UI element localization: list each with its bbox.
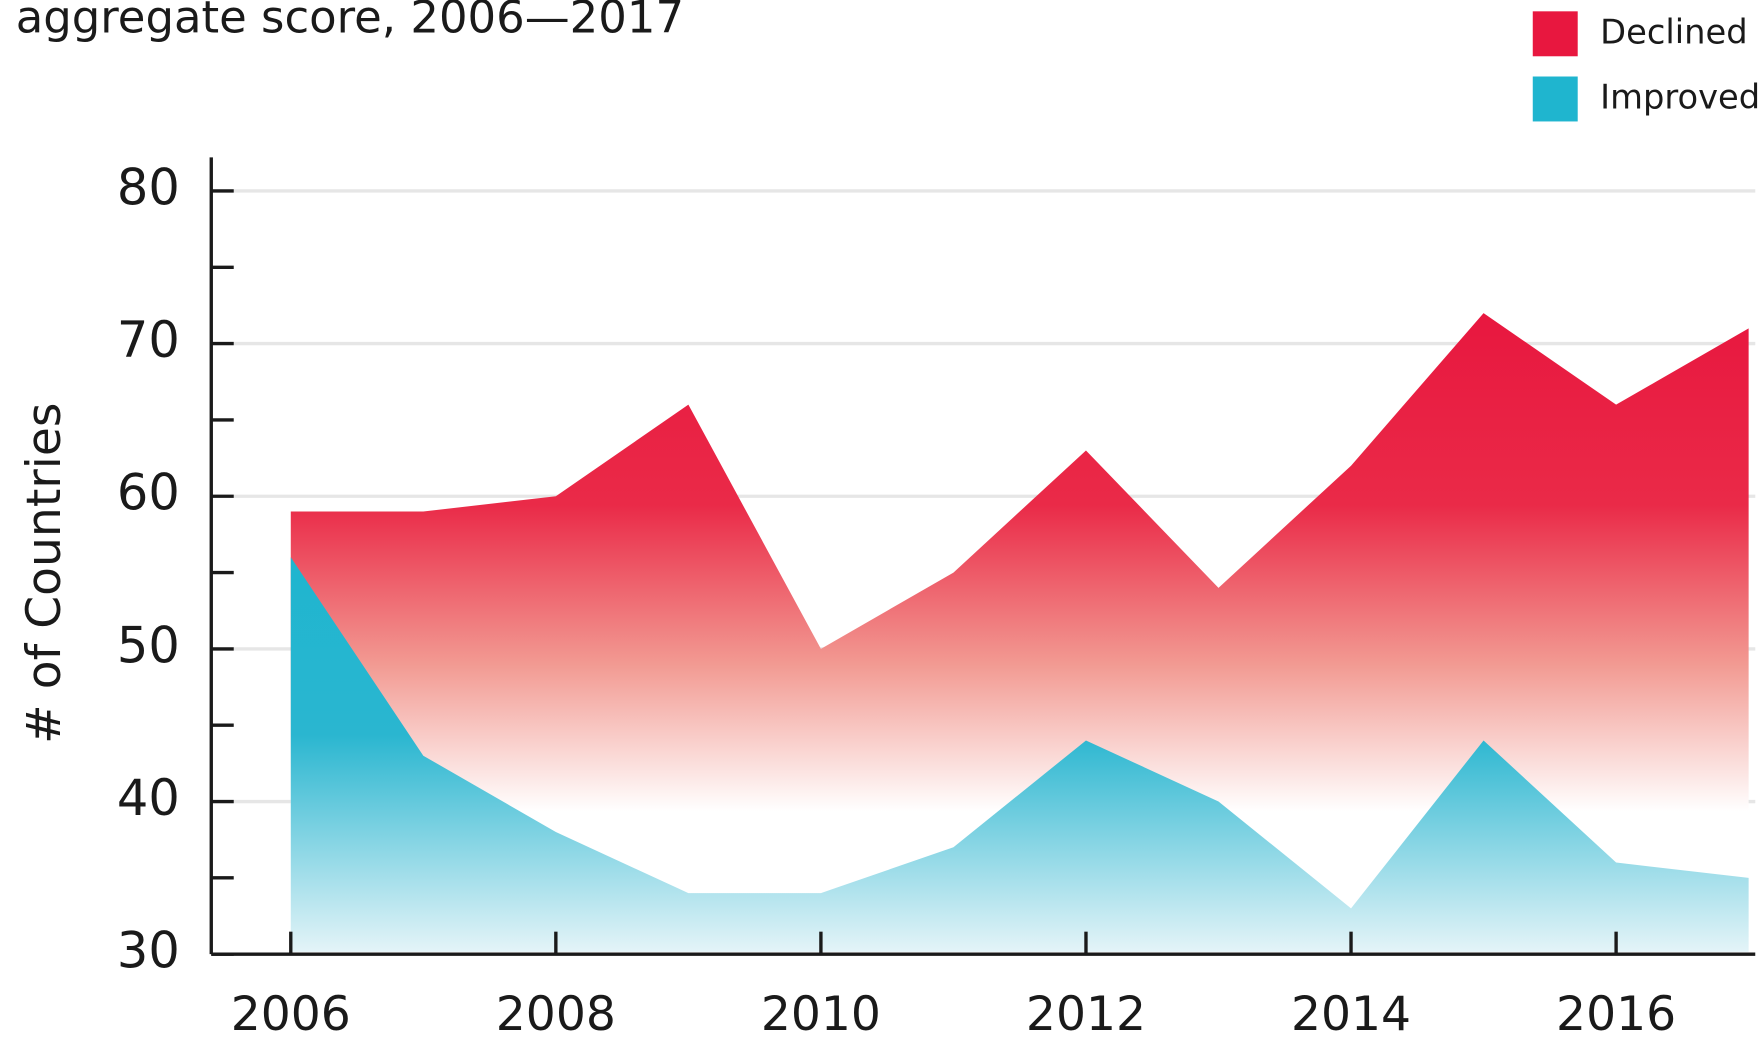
x-tick-label: 2014 — [1291, 987, 1411, 1042]
x-tick-label: 2010 — [761, 987, 881, 1042]
y-tick-label: 80 — [117, 158, 180, 216]
x-tick-label: 2008 — [496, 987, 616, 1042]
y-tick-label: 30 — [117, 922, 180, 980]
x-tick-label: 2012 — [1026, 987, 1146, 1042]
legend-swatch — [1532, 76, 1578, 122]
y-tick-label: 40 — [117, 769, 180, 827]
y-tick-label: 60 — [117, 464, 180, 522]
x-tick-label: 2016 — [1556, 987, 1676, 1042]
y-tick-label: 50 — [117, 616, 180, 674]
x-tick-label: 2006 — [231, 987, 351, 1042]
area — [290, 313, 1749, 952]
legend-label: Improved — [1600, 77, 1760, 116]
y-tick-label: 70 — [117, 311, 180, 369]
chart-title: aggregate score, 2006—2017 — [16, 0, 684, 43]
legend-swatch — [1532, 11, 1578, 57]
y-axis-label: # of Countries — [17, 403, 72, 744]
legend-label: Declined — [1600, 12, 1747, 51]
area — [290, 557, 1749, 952]
